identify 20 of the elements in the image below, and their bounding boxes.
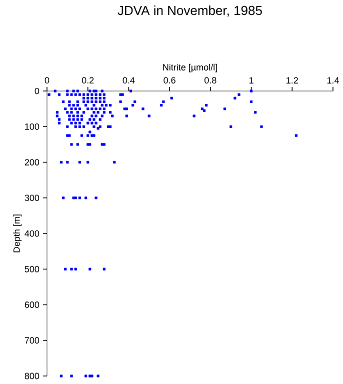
y-tick-label: 100	[25, 123, 40, 130]
x-tick-label: 1	[249, 77, 254, 84]
y-tick-label: 700	[24, 337, 40, 344]
x-tick-label: 0.6	[164, 77, 176, 84]
y-tick-label: 600	[24, 302, 40, 308]
y-tick-label: 500	[24, 266, 40, 272]
y-tick-label: 200	[24, 159, 40, 166]
chart-title: JDVA in November, 1985	[118, 6, 262, 17]
x-tick-label: 1.4	[327, 77, 339, 84]
x-tick-label: 1.2	[286, 77, 298, 84]
y-axis-title: Depth [m]	[13, 214, 22, 252]
y-tick-label: 400	[24, 230, 40, 237]
y-tick-label: 800	[24, 372, 40, 380]
x-tick-label: 0	[44, 77, 50, 84]
y-tick-label: 300	[24, 194, 40, 202]
x-tick-label: 0.2	[82, 77, 94, 84]
x-tick-label: 0.8	[204, 77, 216, 84]
x-axis-title: Nitrite [µmol/l]	[163, 64, 217, 72]
x-tick-label: 0.4	[122, 77, 135, 84]
y-tick-label: 0	[34, 88, 40, 94]
